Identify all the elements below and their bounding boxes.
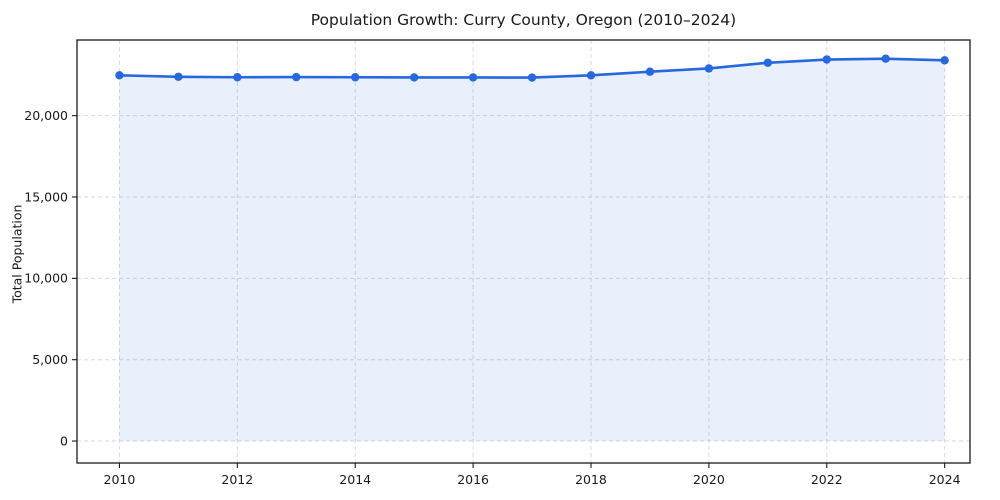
area-fill — [119, 58, 945, 442]
data-point-marker — [468, 73, 478, 82]
x-tick-label: 2020 — [693, 472, 725, 487]
y-tick-label: 15,000 — [24, 189, 68, 204]
y-tick-label: 5,000 — [32, 352, 68, 367]
data-point-marker — [763, 58, 773, 67]
x-tick-label: 2022 — [811, 472, 843, 487]
data-point-marker — [115, 71, 124, 80]
data-point-marker — [351, 73, 360, 82]
y-tick-label: 10,000 — [24, 271, 68, 286]
data-point-marker — [527, 73, 537, 82]
data-point-marker — [881, 54, 890, 63]
data-point-marker — [704, 64, 714, 73]
data-point-marker — [292, 72, 301, 82]
plot-border — [76, 39, 971, 464]
x-tick-label: 2016 — [457, 472, 489, 487]
x-tick-label: 2024 — [929, 472, 961, 487]
x-tick-label: 2012 — [221, 472, 253, 487]
data-point-marker — [940, 56, 949, 65]
data-point-marker — [822, 55, 831, 64]
x-tick-label: 2014 — [339, 472, 371, 487]
data-point-marker — [409, 73, 419, 82]
data-point-marker — [645, 67, 655, 76]
data-point-marker — [233, 73, 242, 82]
x-tick-label: 2018 — [575, 472, 607, 487]
x-tick-label: 2010 — [104, 472, 136, 487]
y-tick-label: 20,000 — [24, 108, 68, 123]
data-point-marker — [586, 71, 596, 80]
chart-title: Population Growth: Curry County, Oregon … — [310, 11, 737, 29]
data-point-marker — [174, 72, 183, 81]
y-tick-label: 0 — [60, 433, 68, 448]
